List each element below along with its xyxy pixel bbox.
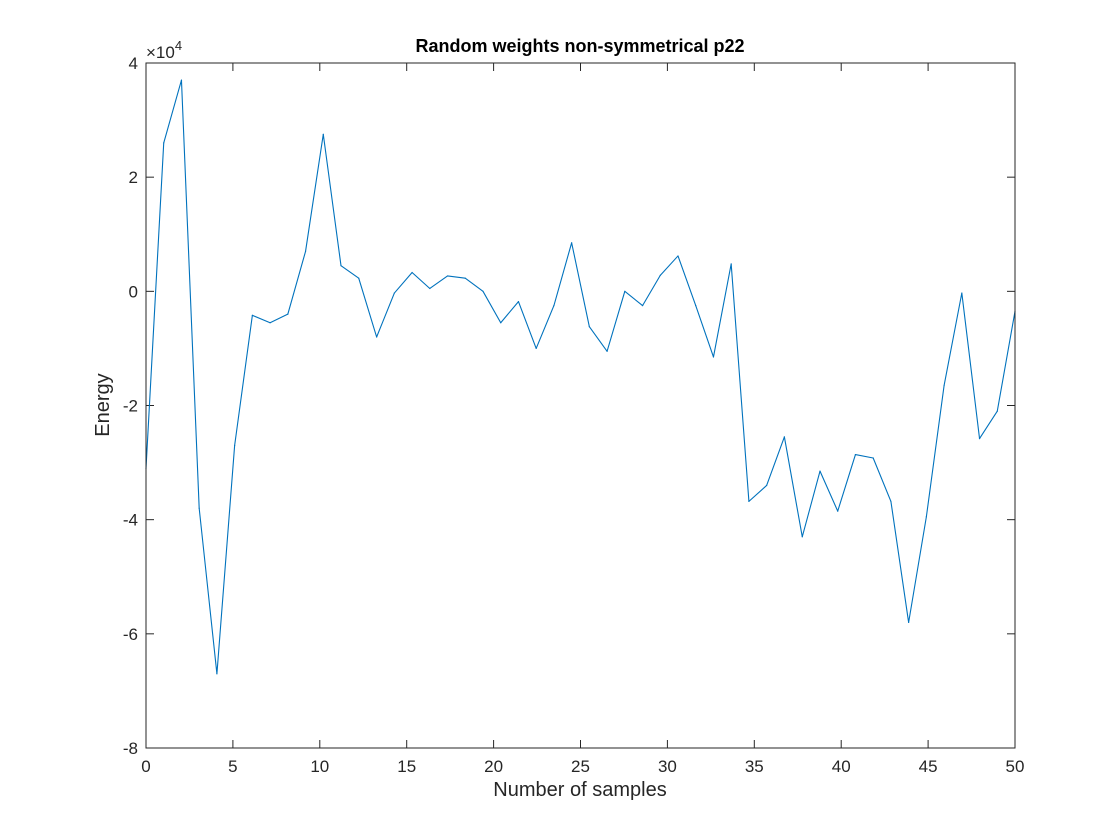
data-point (712, 356, 715, 358)
y-exponent-label: ×104 (146, 38, 182, 62)
data-point (340, 265, 342, 267)
chart-title: Random weights non-symmetrical p22 (415, 36, 744, 56)
data-point (890, 500, 892, 502)
data-point (766, 484, 768, 487)
data-point (553, 305, 555, 307)
data-point (606, 350, 608, 352)
axes: 0 5 10 15 20 25 30 35 40 45 50 -8 -6 -4 -2 0 2 4 (123, 54, 1025, 776)
x-tick-label: 35 (745, 757, 764, 776)
series-line (145, 79, 1016, 675)
x-tick-label: 0 (141, 757, 150, 776)
x-tick-label: 45 (919, 757, 938, 776)
data-point (500, 322, 502, 324)
y-tick-label: -4 (123, 511, 138, 530)
x-tick-label: 25 (571, 757, 590, 776)
data-point (234, 444, 236, 447)
data-point (304, 250, 307, 252)
x-tick-label: 20 (484, 757, 503, 776)
data-point (216, 673, 218, 675)
data-point (677, 255, 679, 257)
x-tick-label: 15 (397, 757, 416, 776)
data-point (801, 536, 803, 538)
data-point (641, 305, 644, 307)
data-point (269, 322, 271, 324)
data-point (588, 326, 590, 328)
y-tick-label: 0 (129, 282, 138, 301)
x-axis-title: Number of samples (493, 779, 666, 801)
x-tick-label: 50 (1006, 757, 1025, 776)
y-tick-label: 4 (129, 54, 138, 73)
data-point (748, 500, 750, 502)
data-point (925, 516, 927, 518)
data-point (872, 457, 874, 459)
data-point (393, 292, 395, 294)
data-point (464, 277, 466, 279)
data-point (659, 274, 661, 276)
data-point (837, 510, 839, 512)
data-point (978, 438, 981, 440)
data-point (961, 292, 963, 294)
data-point (482, 290, 484, 292)
data-point (411, 271, 413, 274)
x-tick-label: 40 (832, 757, 851, 776)
y-tick-label: -6 (123, 625, 138, 644)
data-point (624, 290, 626, 292)
data-point (376, 336, 378, 338)
data-point (730, 263, 732, 265)
data-layer (145, 79, 1016, 675)
data-point (358, 277, 360, 279)
x-tick-label: 10 (310, 757, 329, 776)
data-point (943, 384, 945, 387)
data-point (908, 621, 910, 624)
data-point (322, 133, 324, 135)
data-point (819, 470, 821, 472)
y-tick-label: -8 (123, 739, 138, 758)
data-point (517, 301, 520, 303)
y-tick-label: -2 (123, 397, 138, 416)
data-point (571, 242, 573, 244)
data-point (535, 347, 537, 350)
data-point (854, 453, 857, 456)
data-point (180, 79, 183, 81)
plot-frame (145, 62, 1016, 749)
x-tick-label: 30 (658, 757, 677, 776)
data-point (996, 410, 998, 412)
data-point (198, 507, 200, 509)
x-tick-label: 5 (228, 757, 237, 776)
data-point (783, 436, 785, 438)
plot-area (146, 63, 1015, 748)
y-axis-title: Energy (92, 373, 114, 436)
data-point (446, 275, 449, 277)
data-point (287, 313, 289, 315)
y-tick-label: 2 (129, 168, 138, 187)
data-point (163, 142, 165, 144)
data-point (251, 314, 253, 316)
data-point (429, 287, 431, 290)
data-point (695, 305, 697, 307)
